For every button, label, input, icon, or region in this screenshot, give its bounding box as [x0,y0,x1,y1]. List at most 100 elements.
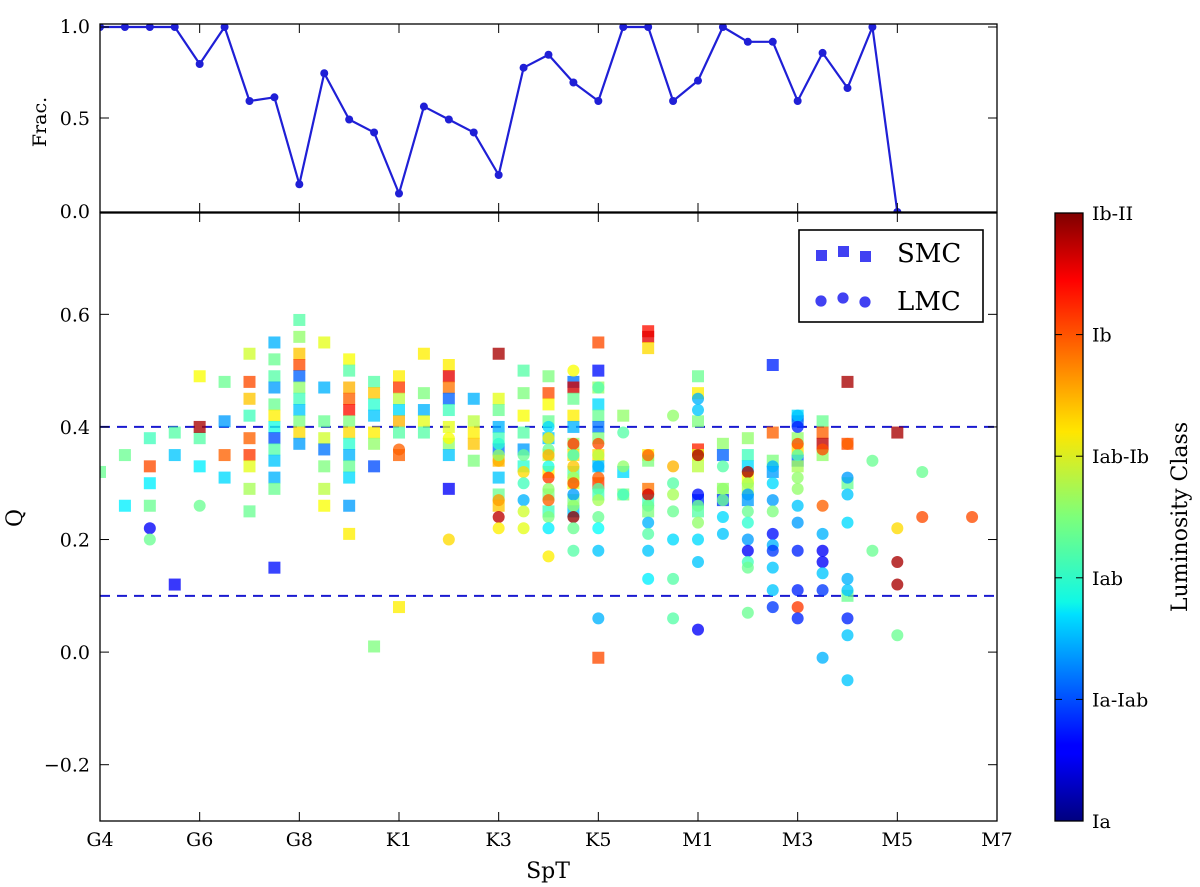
bottom-xtick-label: G4 [86,829,113,851]
fraction-point [195,60,204,68]
smc-point [343,527,356,540]
lmc-point [791,516,804,529]
smc-point [492,404,505,417]
smc-point [293,404,306,417]
lmc-point [542,460,555,473]
smc-point [318,460,331,473]
bottom-axes-frame [99,212,998,822]
smc-point [293,437,306,450]
smc-point [343,471,356,484]
top-ytick-label: 1.0 [60,16,90,38]
smc-point [592,651,605,664]
lmc-point [442,533,455,546]
smc-point [642,330,655,343]
smc-point [268,336,281,349]
smc-point [393,404,405,417]
lmc-point [891,578,904,591]
smc-point [368,409,381,422]
top-y-axis: 0.0 0.5 1.0 Frac. [29,16,997,223]
colorbar-tick-label: Ia-Iab [1092,689,1148,711]
smc-point [567,409,580,422]
smc-point [293,370,306,383]
lmc-point [841,516,854,529]
lmc-point [841,471,854,484]
smc-point [492,471,505,484]
lmc-point [517,494,530,507]
lmc-point [642,449,655,462]
smc-point [343,437,356,450]
fraction-series [100,24,902,212]
lmc-point [592,522,605,535]
smc-point [293,392,306,405]
smc-point [517,387,530,400]
lmc-point [741,561,754,574]
lmc-point [841,584,854,597]
lmc-point [393,443,405,456]
lmc-point [866,454,879,467]
smc-point [592,420,605,433]
lmc-point [966,511,979,523]
lmc-point [542,522,555,535]
fraction-line [100,25,899,212]
lmc-point [193,499,206,512]
fraction-point [145,24,154,31]
lmc-point [542,432,555,445]
lmc-point [517,465,530,478]
smc-point [368,437,381,450]
fraction-point [270,93,279,102]
lmc-point [692,623,704,636]
fraction-point [694,76,702,85]
smc-point [542,387,555,400]
bottom-xtick-label: K3 [486,829,512,851]
smc-point [592,398,605,411]
lmc-point [667,505,680,518]
lmc-point [592,381,605,394]
lmc-point [741,544,754,557]
smc-point [193,370,206,383]
smc-point [268,454,281,467]
fraction-point [320,69,329,78]
bottom-xtick-label: M1 [682,829,714,851]
fraction-point [170,24,179,31]
lmc-point [667,488,680,501]
lmc-point [542,482,555,495]
smc-point [243,460,256,473]
fraction-point [419,102,428,111]
lmc-point [492,522,505,535]
smc-point [816,426,829,439]
smc-point [816,415,829,428]
y-axis-label: Q [3,509,28,527]
smc-point [692,415,704,428]
lmc-point [791,612,804,625]
bottom-xtick-label: G6 [186,829,213,851]
lmc-point [816,651,829,664]
smc-point [218,449,231,462]
smc-point [368,460,381,473]
smc-point [293,313,306,326]
fraction-point [444,115,453,124]
smc-point [567,420,580,433]
top-ytick-label: 0.0 [60,201,90,223]
smc-point [741,449,754,462]
bottom-ytick-label: 0.0 [60,642,90,664]
lmc-point [692,516,704,529]
fraction-point [370,128,379,137]
smc-point [393,370,405,383]
colorbar-tick-label: Ib-II [1092,203,1133,225]
legend-circle-marker [859,296,871,308]
smc-point [193,432,206,445]
smc-point [368,375,381,388]
smc-point [467,454,480,467]
bottom-xtick-label: M7 [981,829,1013,851]
lmc-point [542,511,555,523]
smc-point [567,392,580,405]
lmc-point [567,477,580,490]
lmc-point [766,477,779,490]
lmc-point [517,522,530,535]
smc-point [716,437,729,450]
lmc-point [816,556,829,569]
lmc-point [816,544,829,557]
smc-point [492,347,505,360]
smc-point [143,477,156,490]
lmc-point [841,572,854,585]
